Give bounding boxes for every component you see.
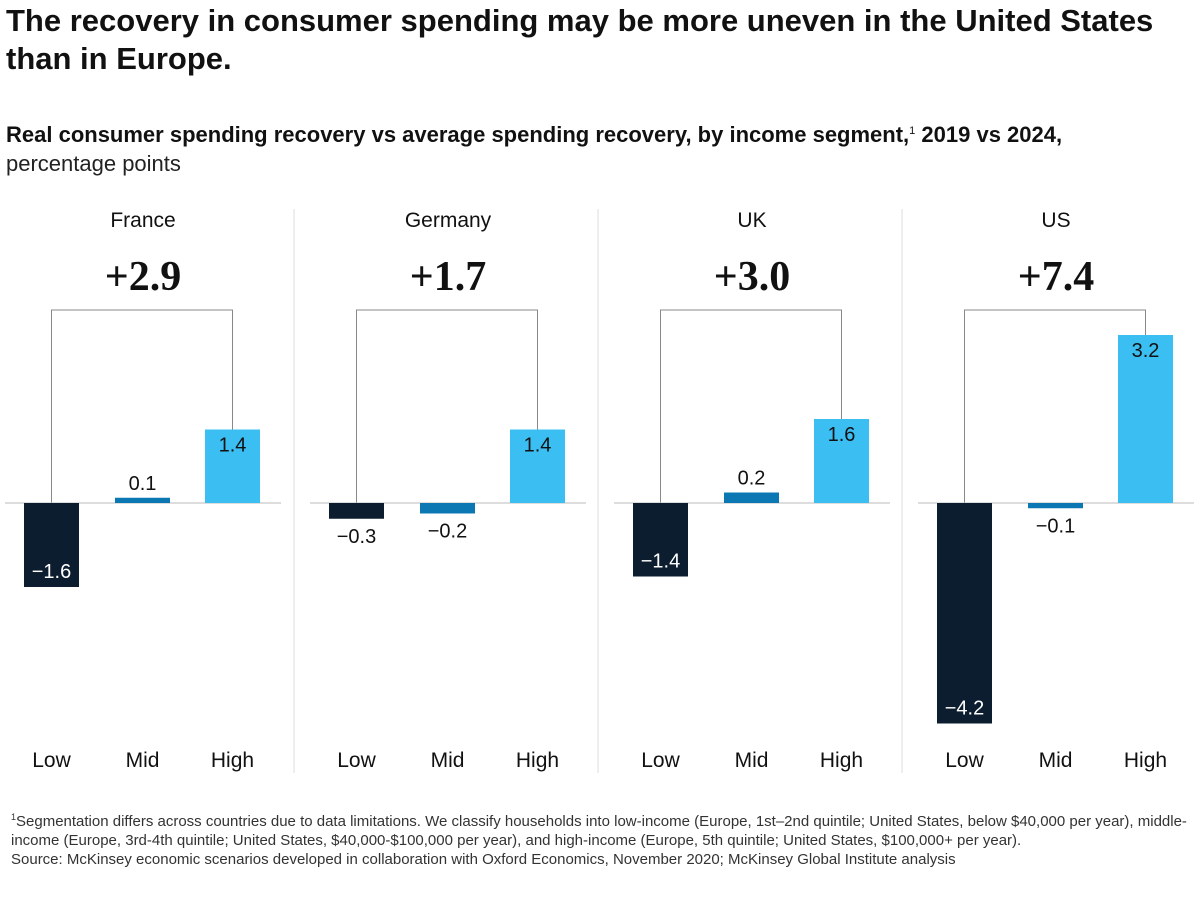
panel-title-uk: UK bbox=[737, 209, 766, 232]
category-label-germany-low: Low bbox=[337, 749, 376, 772]
gap-value-germany: +1.7 bbox=[410, 254, 486, 300]
bar-germany-mid bbox=[420, 503, 475, 514]
data-label-uk-high: 1.6 bbox=[828, 424, 856, 446]
category-label-us-high: High bbox=[1124, 749, 1167, 772]
bar-uk-mid bbox=[724, 492, 779, 503]
gap-bracket-us bbox=[964, 309, 1146, 503]
bar-uk-high bbox=[814, 419, 869, 503]
gap-value-france: +2.9 bbox=[105, 254, 181, 300]
footnote-text: Segmentation differs across countries du… bbox=[11, 813, 1187, 849]
gap-bracket-france bbox=[51, 309, 233, 503]
chart-title: The recovery in consumer spending may be… bbox=[6, 3, 1154, 76]
data-label-uk-low: −1.4 bbox=[641, 551, 680, 573]
category-label-us-mid: Mid bbox=[1039, 749, 1073, 772]
bar-france-mid bbox=[115, 497, 170, 503]
category-label-uk-mid: Mid bbox=[735, 749, 769, 772]
panel-title-us: US bbox=[1041, 209, 1070, 232]
footnote: 1Segmentation differs across countries d… bbox=[11, 808, 1196, 869]
data-label-uk-mid: 0.2 bbox=[738, 468, 766, 490]
source-text: Source: McKinsey economic scenarios deve… bbox=[11, 851, 956, 868]
category-label-germany-mid: Mid bbox=[431, 749, 465, 772]
subtitle-years: 2019 vs 2024, bbox=[915, 122, 1063, 147]
bar-us-high bbox=[1118, 335, 1173, 503]
data-label-germany-high: 1.4 bbox=[524, 435, 552, 457]
gap-value-us: +7.4 bbox=[1018, 254, 1094, 300]
data-label-us-high: 3.2 bbox=[1132, 340, 1160, 362]
subtitle-unit: percentage points bbox=[6, 151, 181, 176]
bar-us-low bbox=[937, 503, 992, 724]
category-label-france-low: Low bbox=[32, 749, 71, 772]
bar-germany-high bbox=[510, 429, 565, 503]
bar-france-low bbox=[24, 503, 79, 587]
data-label-us-low: −4.2 bbox=[945, 698, 984, 720]
subtitle-main: Real consumer spending recovery vs avera… bbox=[6, 122, 910, 147]
category-label-uk-high: High bbox=[820, 749, 863, 772]
panel-title-france: France bbox=[110, 209, 175, 232]
panel-title-germany: Germany bbox=[405, 209, 492, 232]
gap-bracket-germany bbox=[356, 309, 538, 503]
category-label-uk-low: Low bbox=[641, 749, 680, 772]
data-label-us-mid: −0.1 bbox=[1036, 515, 1075, 537]
category-label-us-low: Low bbox=[945, 749, 984, 772]
data-label-germany-mid: −0.2 bbox=[428, 521, 467, 543]
data-label-germany-low: −0.3 bbox=[337, 526, 376, 548]
gap-value-uk: +3.0 bbox=[714, 254, 790, 300]
gap-bracket-uk bbox=[660, 309, 842, 503]
bar-germany-low bbox=[329, 503, 384, 519]
footnote-marker: 1 bbox=[11, 812, 17, 822]
bar-us-mid bbox=[1028, 503, 1083, 509]
data-label-france-mid: 0.1 bbox=[129, 473, 157, 495]
data-label-france-high: 1.4 bbox=[219, 435, 247, 457]
data-label-france-low: −1.6 bbox=[32, 561, 71, 583]
subtitle-footnote-marker: 1 bbox=[909, 125, 916, 137]
bar-france-high bbox=[205, 429, 260, 503]
bar-chart: France +2.9 −1.6 Low 0.1 Mid 1.4 High Germany +1.… bbox=[5, 209, 1194, 773]
category-label-france-high: High bbox=[211, 749, 254, 772]
bar-uk-low bbox=[633, 503, 688, 577]
category-label-germany-high: High bbox=[516, 749, 559, 772]
category-label-france-mid: Mid bbox=[126, 749, 160, 772]
chart-subtitle: Real consumer spending recovery vs avera… bbox=[6, 117, 1196, 178]
